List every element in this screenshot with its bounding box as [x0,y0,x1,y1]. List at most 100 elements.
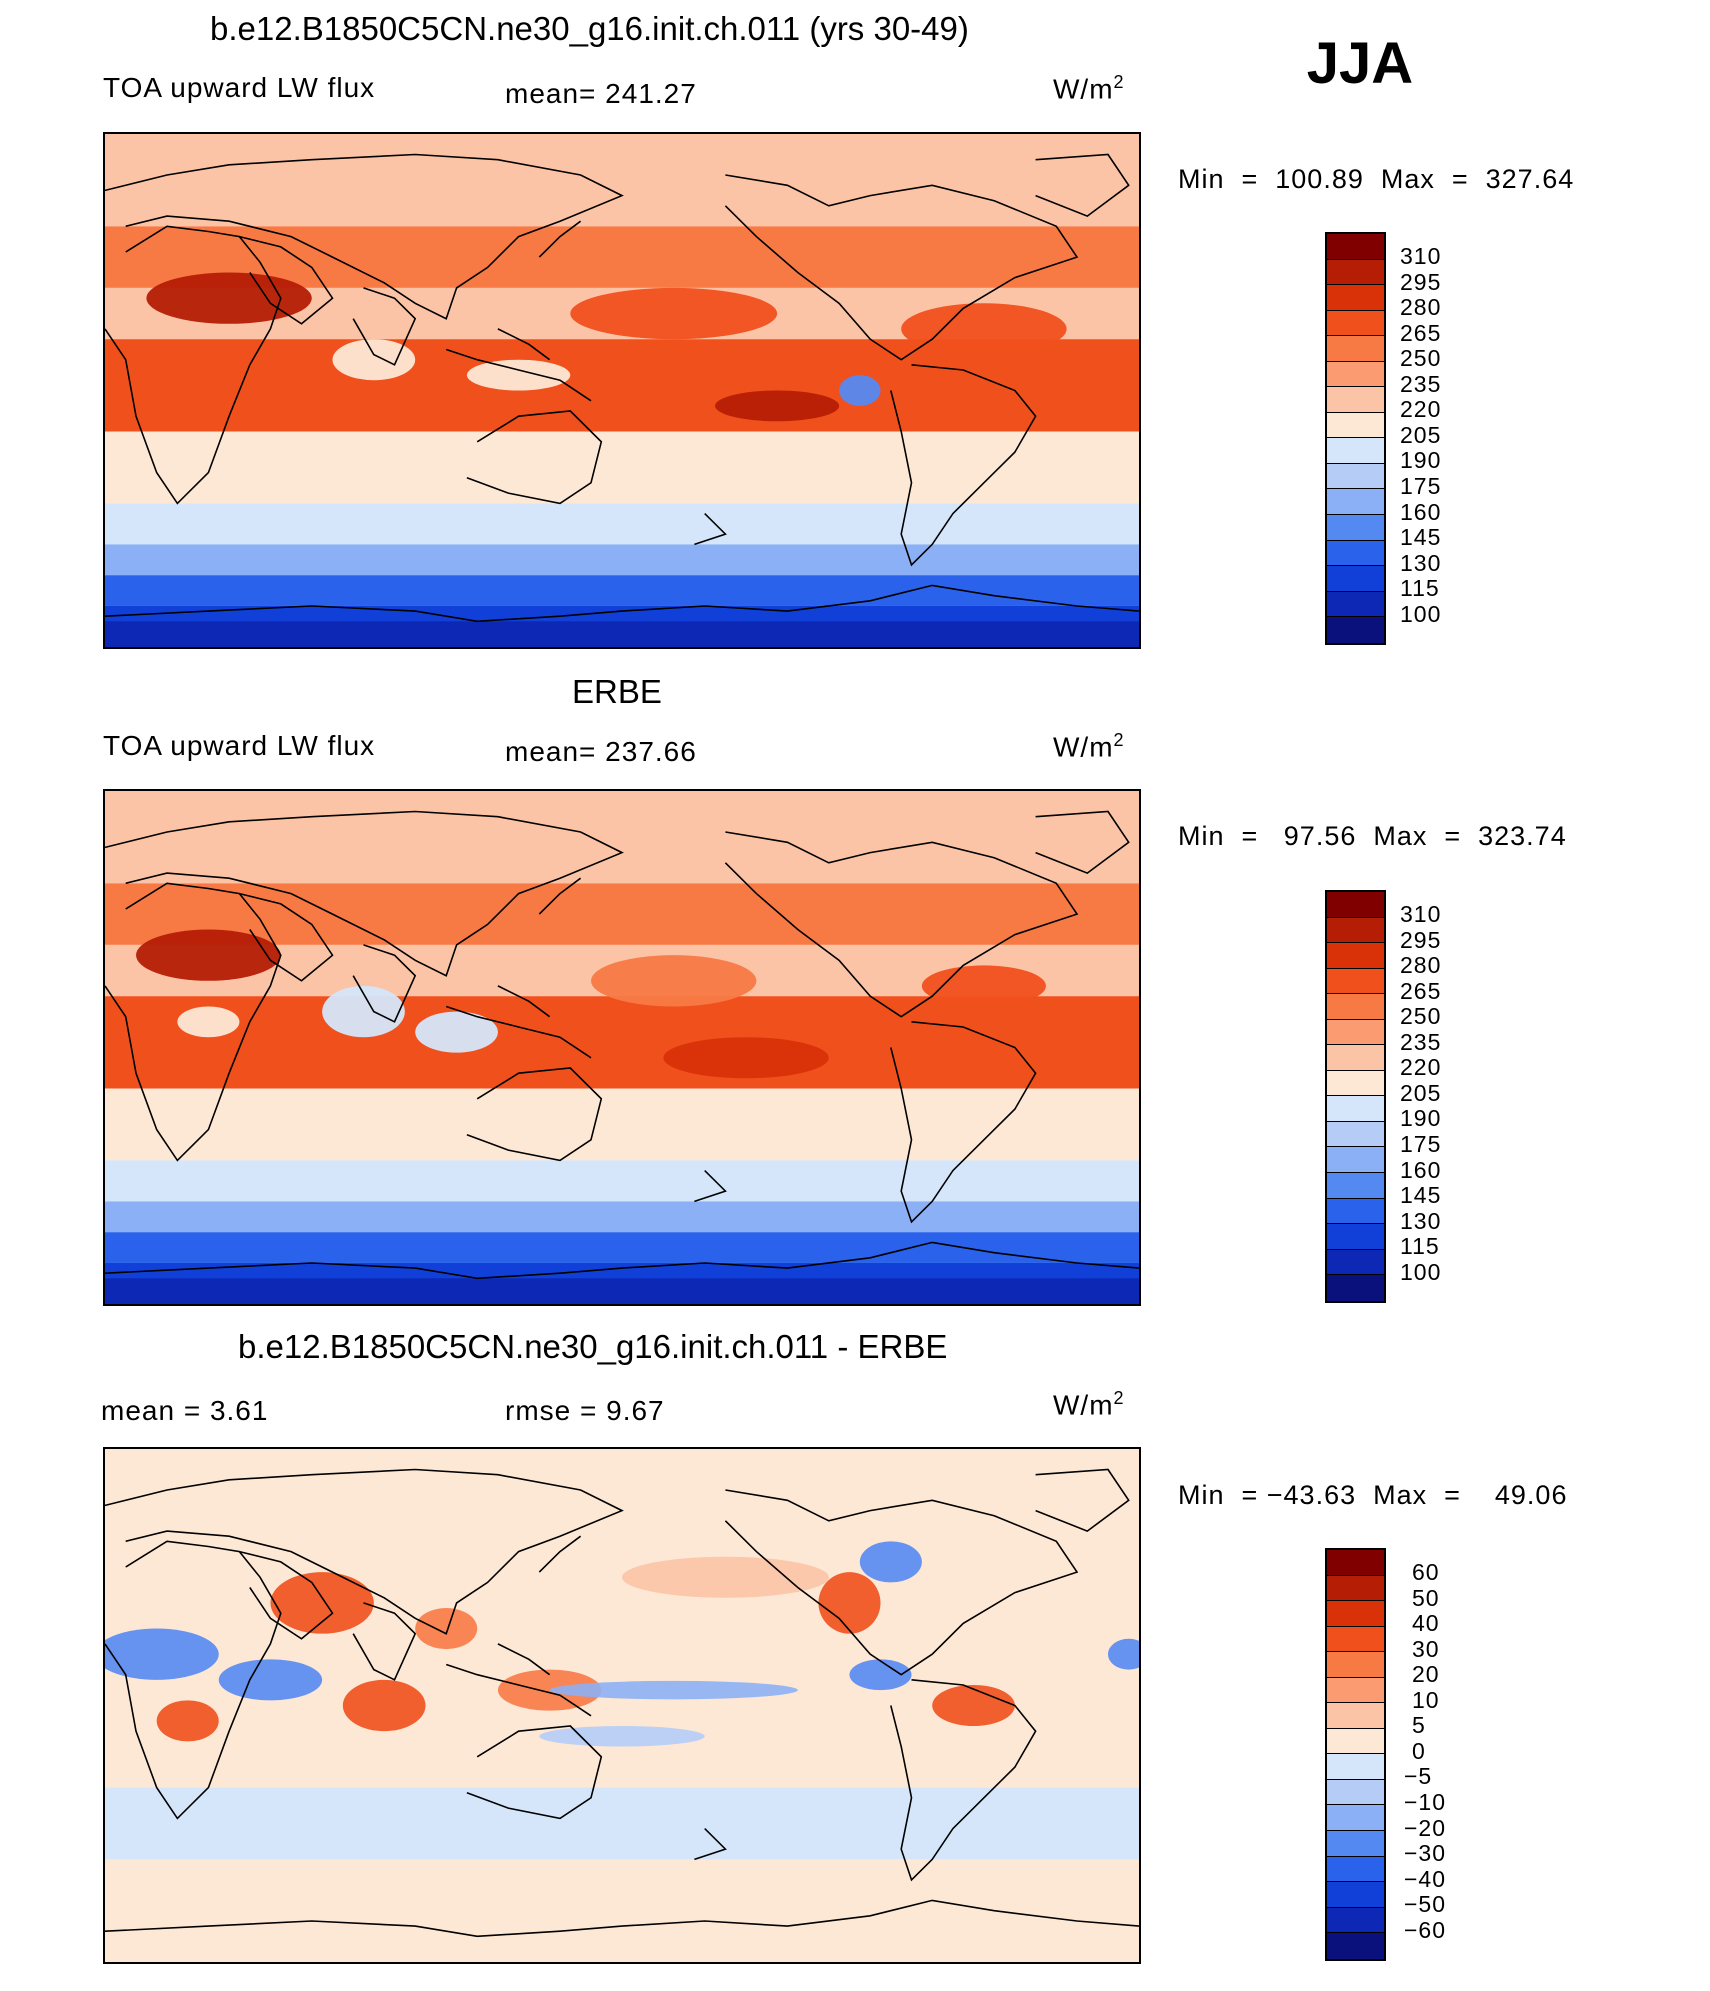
coastline [538,877,582,915]
colorbar-tick-label: −20 [1404,1814,1447,1841]
colorbar-tick-label: 175 [1400,1130,1442,1157]
colorbar [1325,1548,1386,1961]
coastline [445,348,592,402]
coastlines [105,810,1139,1280]
colorbar-tick-label: 235 [1400,1028,1442,1055]
coastline [105,1468,624,1635]
colorbar-swatch [1327,336,1384,362]
coastlines [105,153,1139,623]
units-label: W/m2 [1053,1388,1125,1421]
colorbar-tick-label: 50 [1412,1584,1440,1611]
coastline [1035,1468,1130,1533]
map-canvas [105,1449,1139,1962]
colorbar-tick-label: 130 [1400,549,1442,576]
coastline [105,153,624,320]
coastline [239,1550,334,1640]
colorbar-swatch [1327,1831,1384,1857]
colorbar-swatch [1327,994,1384,1020]
colorbar-swatch [1327,1933,1384,1959]
colorbar-swatch [1327,361,1384,388]
colorbar-tick-label: 60 [1412,1559,1440,1585]
colorbar-swatch [1327,1677,1384,1704]
colorbar-swatch [1327,1070,1384,1097]
colorbar-swatch [1327,259,1384,286]
colorbar-swatch [1327,1550,1384,1576]
coastline [239,235,334,325]
coastline [105,1540,282,1820]
variable-label: TOA upward LW flux [103,730,376,761]
global-map [103,132,1141,649]
colorbar [1325,890,1386,1303]
coastline [694,513,727,546]
coastline [1035,810,1130,875]
colorbar-tick-label: 100 [1400,600,1442,627]
colorbar-tick-label: −60 [1404,1916,1447,1943]
coastline [466,1725,603,1820]
colorbar-tick-label: 115 [1400,575,1440,602]
colorbar-tick-label: 220 [1400,396,1442,423]
colorbar-swatch [1327,1575,1384,1602]
coastline [352,287,417,366]
colorbar-swatch [1327,892,1384,918]
map-canvas [105,134,1139,647]
colorbar-tick-label: 190 [1400,1105,1442,1132]
coastline [538,220,582,258]
colorbar-swatch [1327,617,1384,643]
colorbar-tick-label: −10 [1404,1788,1447,1815]
colorbar-swatch [1327,1882,1384,1908]
colorbar-tick-label: −50 [1404,1891,1447,1918]
coastline [724,1489,1079,1676]
coastlines [105,1468,1139,1938]
coastline [352,1602,417,1681]
colorbar-swatch [1327,917,1384,944]
colorbar-swatch [1327,1275,1384,1301]
colorbar-tick-label: 205 [1400,1079,1442,1106]
coastline [497,328,551,361]
coastline [466,1067,603,1162]
colorbar-tick-label: 220 [1400,1054,1442,1081]
colorbar-tick-label: 40 [1412,1610,1440,1637]
panel-title: b.e12.B1850C5CN.ne30_g16.init.ch.011 - E… [238,1328,948,1365]
colorbar-tick-label: −40 [1404,1865,1447,1892]
colorbar-tick-label: 5 [1412,1712,1426,1739]
colorbar-swatch [1327,387,1384,413]
colorbar-swatch [1327,1703,1384,1729]
coastline [105,1899,1139,1938]
coastline [105,1241,1139,1280]
coastline [890,1679,1037,1882]
colorbar-swatch [1327,1805,1384,1832]
colorbar-swatch [1327,968,1384,995]
colorbar-swatch [1327,515,1384,541]
coastline [497,985,551,1018]
coastline [105,584,1139,623]
colorbar-swatch [1327,566,1384,592]
colorbar-swatch [1327,943,1384,969]
colorbar-tick-label: 310 [1400,243,1442,269]
coastline [105,225,282,505]
season-label: JJA [1306,31,1414,96]
min-max-label: Min = 97.56 Max = 323.74 [1178,821,1567,851]
coastline [724,831,1079,1018]
colorbar-swatch [1327,285,1384,311]
mean-label: mean= 241.27 [505,78,697,109]
colorbar-tick-label: 295 [1400,268,1442,295]
colorbar-swatch [1327,1626,1384,1653]
colorbar-swatch [1327,1121,1384,1148]
coastline [352,944,417,1023]
colorbar-swatch [1327,1754,1384,1780]
coastline [445,1663,592,1717]
colorbar-tick-label: 115 [1400,1233,1440,1260]
colorbar-swatch [1327,591,1384,618]
colorbar [1325,232,1386,645]
colorbar-tick-label: 145 [1400,1182,1442,1209]
colorbar-swatch [1327,489,1384,516]
colorbar-tick-label: 205 [1400,421,1442,448]
colorbar-swatch [1327,1652,1384,1678]
colorbar-swatch [1327,1728,1384,1755]
global-map [103,1447,1141,1964]
colorbar-tick-label: 0 [1412,1737,1426,1764]
colorbar-tick-label: −30 [1404,1840,1447,1867]
min-max-label: Min = 100.89 Max = 327.64 [1178,164,1575,194]
colorbar-swatch [1327,310,1384,337]
panel-title: b.e12.B1850C5CN.ne30_g16.init.ch.011 (yr… [210,10,969,47]
